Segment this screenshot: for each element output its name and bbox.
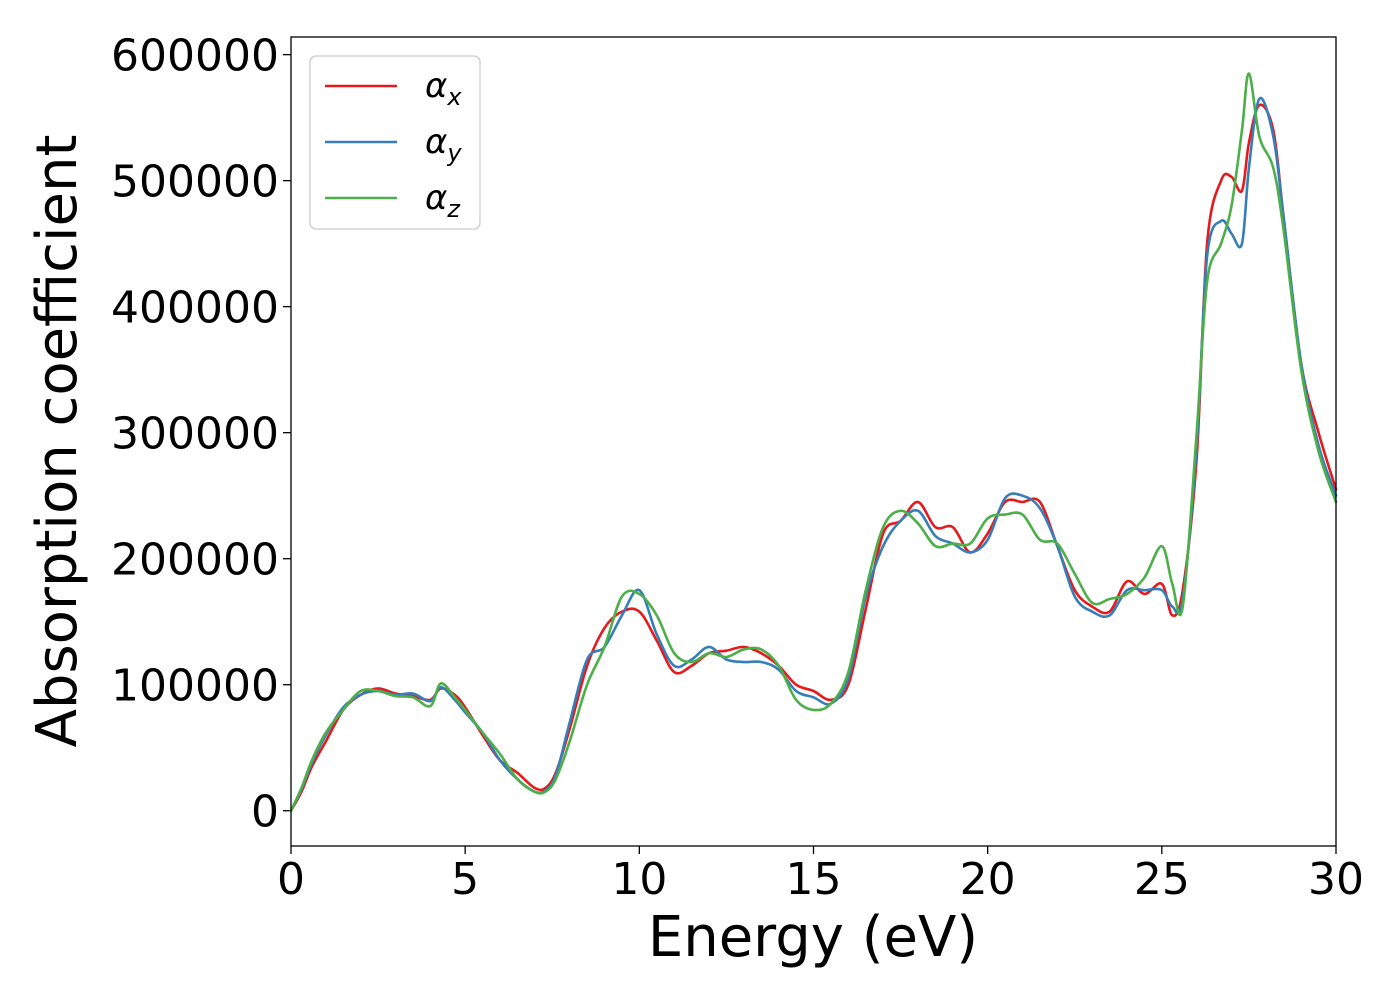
x-tick-label: 0 xyxy=(277,854,305,905)
legend-label-z: αz xyxy=(425,178,461,223)
y-tick-label: 200000 xyxy=(111,535,279,586)
series-layer xyxy=(289,72,1338,813)
legend: αx αy αz xyxy=(309,55,481,230)
plot-frame xyxy=(290,36,1337,847)
x-tick-label: 15 xyxy=(786,854,842,905)
x-axis-label: Energy (eV) xyxy=(648,905,978,970)
y-tick-label: 0 xyxy=(251,787,279,838)
y-tick-label: 600000 xyxy=(111,31,279,82)
y-tick-label: 300000 xyxy=(111,409,279,460)
y-tick-label: 500000 xyxy=(111,157,279,208)
x-tick-label: 5 xyxy=(451,854,479,905)
x-tick-label: 20 xyxy=(960,854,1016,905)
x-tick-label: 10 xyxy=(611,854,667,905)
x-tick-label: 25 xyxy=(1134,854,1190,905)
series-line-z xyxy=(289,72,1338,813)
y-axis-label: Absorption coefficient xyxy=(25,135,90,748)
legend-label-x: αx xyxy=(425,66,462,111)
y-tick-label: 400000 xyxy=(111,283,279,334)
x-tick-label: 30 xyxy=(1308,854,1364,905)
y-tick-label: 100000 xyxy=(111,661,279,712)
legend-label-y: αy xyxy=(425,122,462,167)
series-line-y xyxy=(289,96,1338,813)
tick-layer: 0 5 10 15 20 25 30 0 100000 200000 300000 400000 500… xyxy=(111,31,1364,905)
